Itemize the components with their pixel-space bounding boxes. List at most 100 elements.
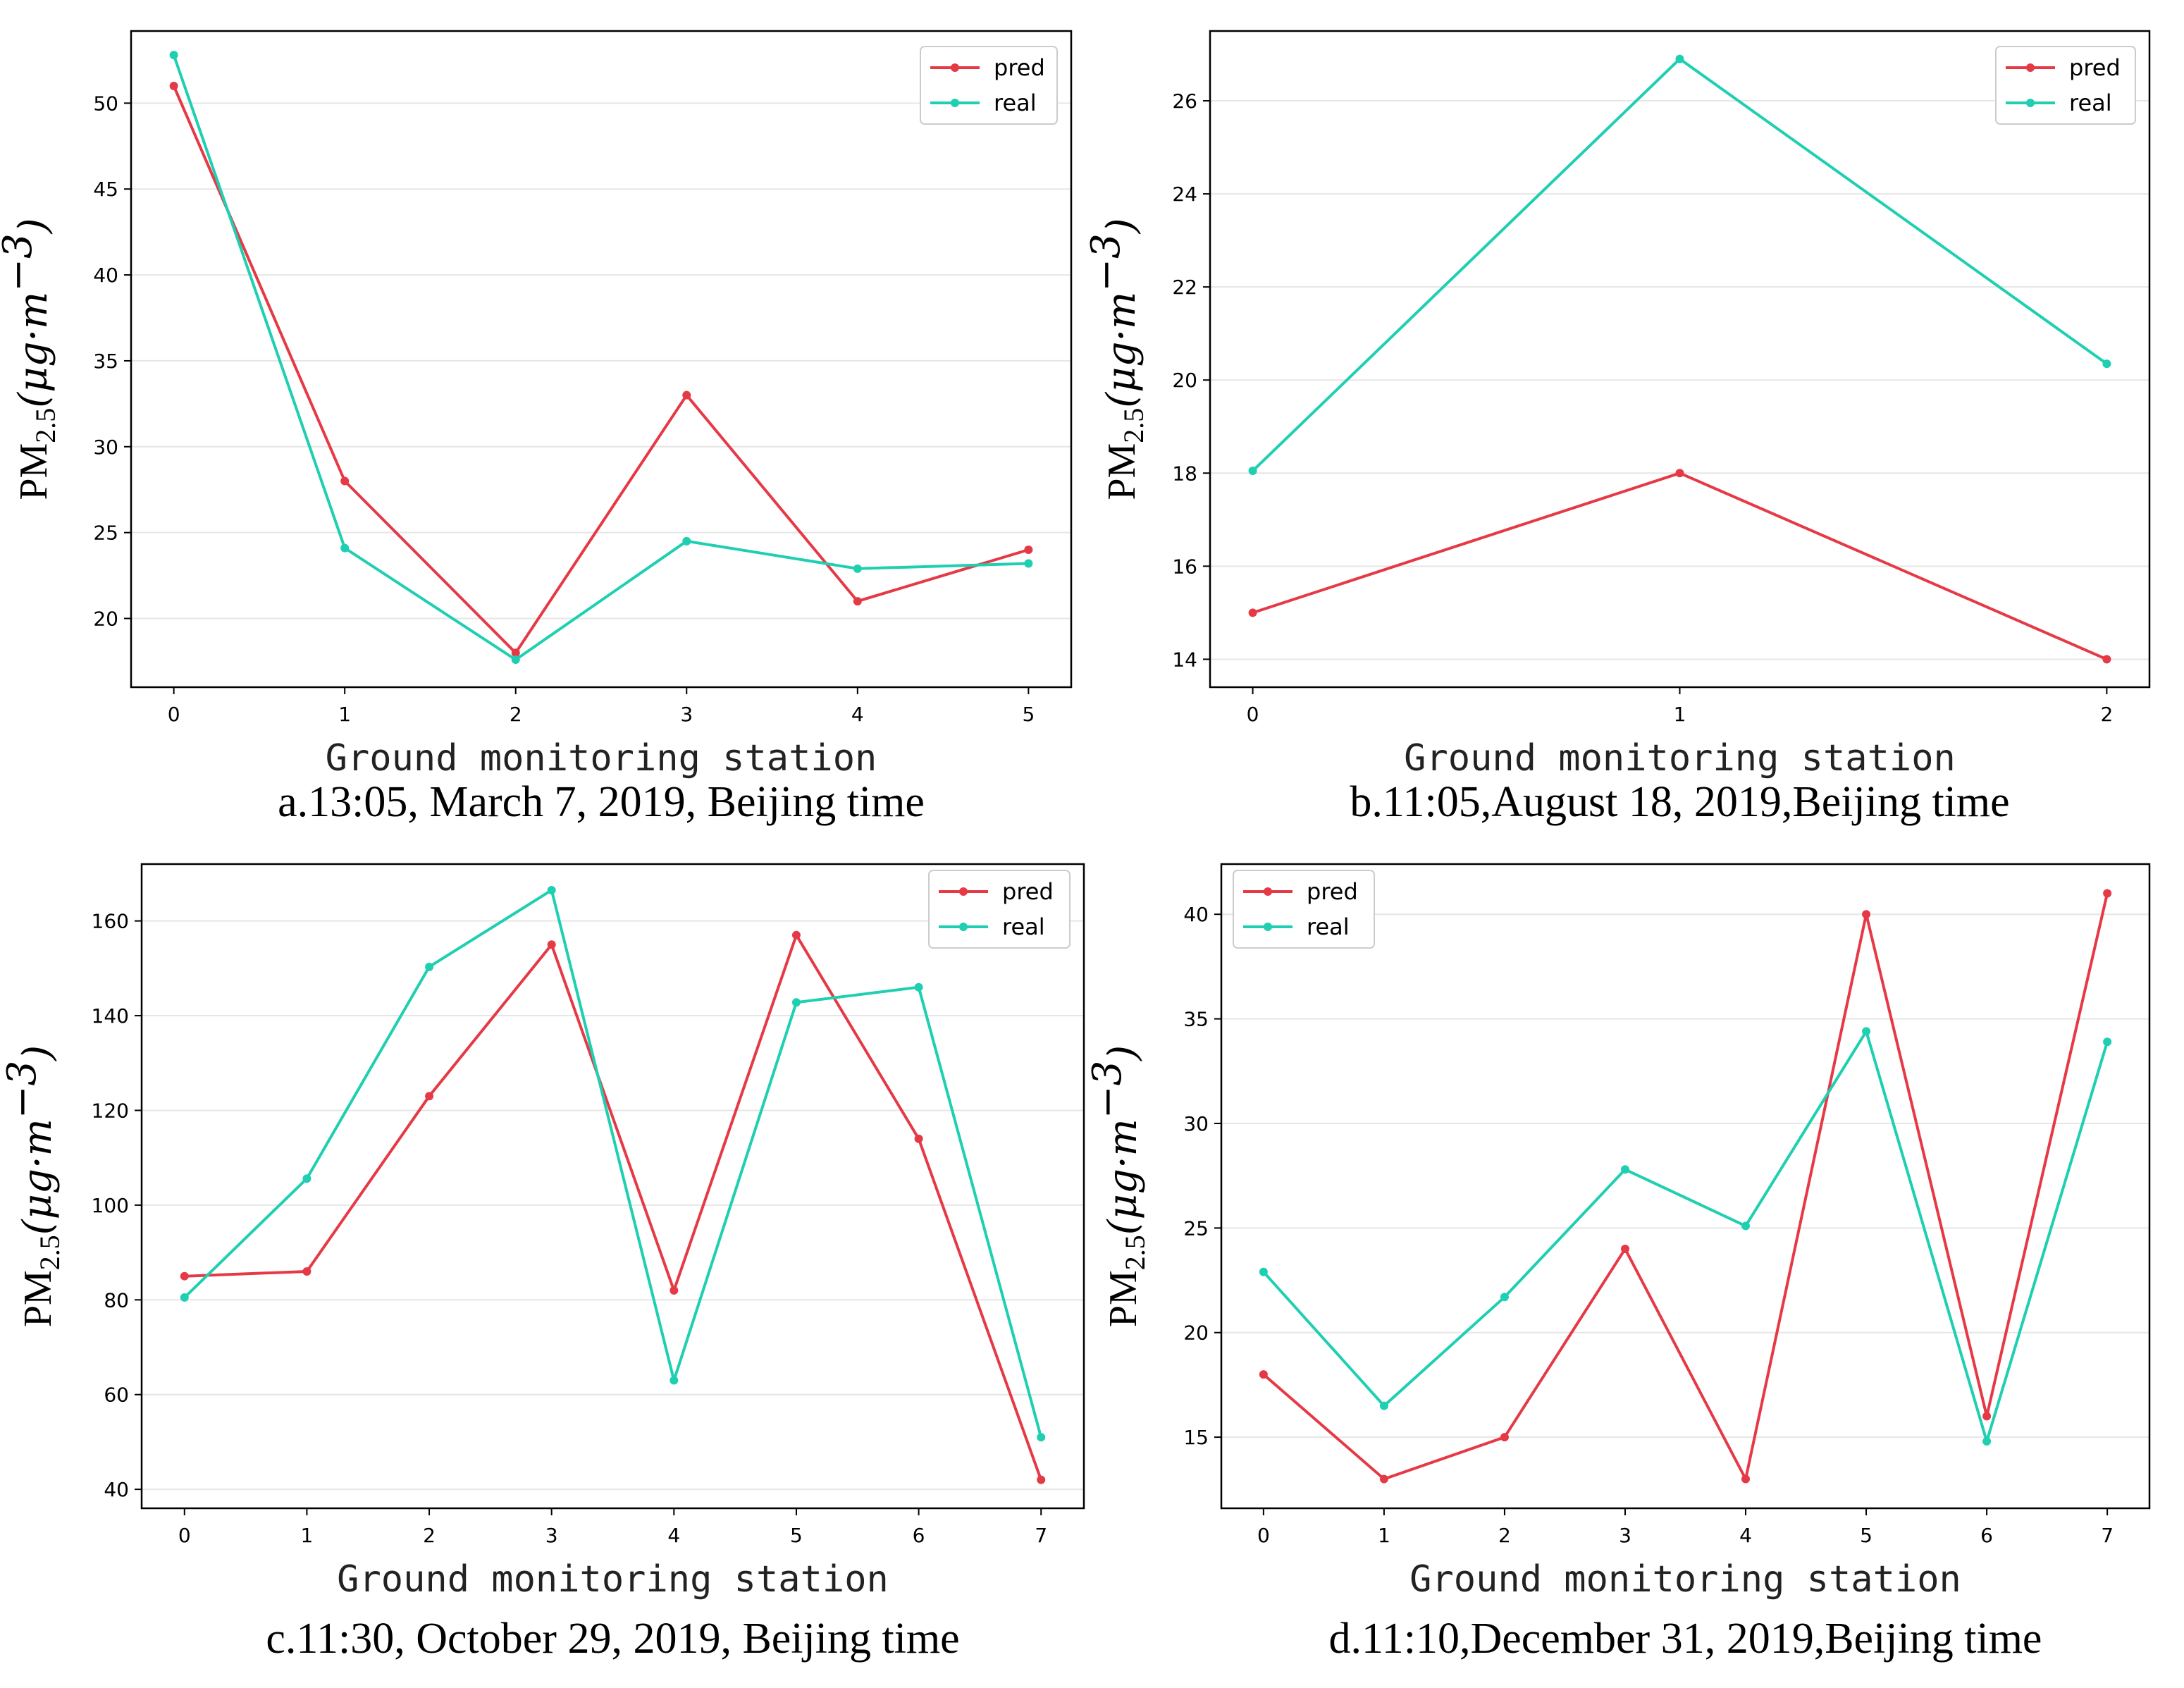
- legend-marker-real: [959, 923, 968, 931]
- y-tick-label: 22: [1172, 276, 1197, 299]
- y-tick-label: 18: [1172, 462, 1197, 485]
- legend-label-pred: pred: [1307, 878, 1358, 905]
- data-point-real: [1259, 1267, 1268, 1276]
- y-tick-label: 15: [1183, 1426, 1209, 1449]
- y-axis-title: PM2.5(μg·m−3): [1083, 218, 1149, 500]
- data-point-pred: [302, 1267, 311, 1276]
- x-tick-label: 2: [510, 703, 522, 726]
- data-point-real: [302, 1174, 311, 1183]
- data-point-pred: [1500, 1433, 1509, 1442]
- axes-frame: [130, 30, 1073, 689]
- chart-panel-c: 40 60 80 100 120 140 160 0 1 2 3 4 5 6 7 pred real Ground…: [0, 863, 1085, 1663]
- data-point-real: [914, 982, 923, 992]
- y-tick-label: 25: [1183, 1216, 1209, 1240]
- data-point-pred: [1037, 1475, 1046, 1484]
- data-point-pred: [670, 1286, 679, 1295]
- chart-caption: a.13:05, March 7, 2019, Beijing time: [278, 778, 925, 826]
- x-tick-label: 2: [2100, 703, 2113, 726]
- data-point-real: [791, 998, 801, 1007]
- x-axis-title: Ground monitoring station: [337, 1558, 889, 1601]
- data-point-real: [180, 1293, 189, 1302]
- series-line-real: [172, 54, 1029, 661]
- data-point-real: [1620, 1165, 1629, 1174]
- data-point-pred: [791, 930, 801, 940]
- chart-caption: c.11:30, October 29, 2019, Beijing time: [266, 1615, 959, 1663]
- data-point-real: [853, 564, 862, 573]
- data-point-pred: [1259, 1370, 1268, 1379]
- data-point-pred: [340, 476, 350, 486]
- y-tick-label: 25: [93, 522, 118, 545]
- y-tick-label: 40: [104, 1478, 129, 1501]
- data-point-real: [169, 51, 178, 60]
- data-point-real: [1248, 466, 1257, 475]
- data-point-pred: [1379, 1474, 1388, 1484]
- x-tick-label: 7: [1035, 1524, 1047, 1547]
- data-point-pred: [1741, 1474, 1751, 1484]
- series-line-real: [183, 889, 1043, 1438]
- x-tick-label: 3: [1619, 1524, 1631, 1547]
- y-tick-label: 16: [1172, 555, 1197, 578]
- series-line-pred: [172, 85, 1029, 655]
- x-tick-label: 3: [545, 1524, 558, 1547]
- y-tick-label: 45: [93, 178, 118, 201]
- data-point-pred: [511, 648, 520, 658]
- chart-panel-b: 14 16 18 20 22 24 26 0 1 2 pred real Ground monitori…: [1083, 30, 2151, 826]
- data-point-real: [1024, 559, 1033, 568]
- legend-label-real: real: [994, 90, 1037, 116]
- y-axis-title: PM2.5(μg·m−3): [1085, 1045, 1151, 1327]
- x-tick-label: 0: [1247, 703, 1259, 726]
- y-axis-title: PM2.5(μg·m−3): [0, 218, 61, 500]
- x-tick-label: 0: [168, 703, 180, 726]
- data-point-real: [2103, 1037, 2112, 1047]
- data-point-real: [340, 543, 350, 553]
- data-point-pred: [425, 1092, 434, 1101]
- y-tick-label: 24: [1172, 183, 1197, 206]
- data-point-pred: [2103, 889, 2112, 898]
- axes-frame: [1209, 30, 2151, 689]
- axes-frame: [1220, 863, 2151, 1510]
- y-tick-label: 14: [1172, 648, 1197, 671]
- data-point-pred: [914, 1134, 923, 1143]
- y-tick-label: 40: [1183, 903, 1209, 926]
- x-tick-label: 2: [423, 1524, 436, 1547]
- y-tick-label: 35: [93, 350, 118, 373]
- x-tick-label: 1: [338, 703, 351, 726]
- data-point-pred: [1982, 1412, 1992, 1421]
- x-tick-label: 6: [1980, 1524, 1993, 1547]
- y-tick-label: 80: [104, 1288, 129, 1312]
- data-point-pred: [180, 1271, 189, 1281]
- y-tick-label: 60: [104, 1384, 129, 1407]
- legend-label-real: real: [2069, 90, 2112, 116]
- legend-label-pred: pred: [2069, 54, 2121, 81]
- y-axis-title: PM2.5(μg·m−3): [0, 1045, 66, 1327]
- data-point-pred: [169, 81, 178, 90]
- y-tick-label: 35: [1183, 1008, 1209, 1031]
- data-point-real: [2102, 359, 2111, 369]
- y-tick-label: 20: [1183, 1322, 1209, 1345]
- data-point-real: [1862, 1027, 1871, 1036]
- legend-label-real: real: [1307, 913, 1350, 940]
- data-point-real: [1037, 1433, 1046, 1442]
- x-axis-title: Ground monitoring station: [1409, 1558, 1961, 1601]
- legend-marker-real: [1264, 923, 1272, 931]
- axes-frame: [140, 863, 1085, 1510]
- data-point-pred: [682, 390, 691, 400]
- data-point-real: [1675, 54, 1684, 63]
- x-tick-label: 1: [1674, 703, 1686, 726]
- legend: pred real: [1995, 46, 2136, 125]
- legend-marker-pred: [951, 63, 959, 72]
- x-axis-title: Ground monitoring station: [326, 737, 877, 780]
- data-point-pred: [2102, 655, 2111, 664]
- plot-area: [131, 31, 1071, 687]
- y-tick-label: 100: [92, 1194, 129, 1217]
- y-tick-label: 26: [1172, 90, 1197, 113]
- data-point-real: [670, 1376, 679, 1385]
- x-tick-label: 4: [667, 1524, 680, 1547]
- y-tick-label: 40: [93, 264, 118, 287]
- series-line-real: [1262, 1030, 2109, 1443]
- chart-caption: b.11:05,August 18, 2019,Beijing time: [1350, 778, 2009, 826]
- legend-marker-pred: [1264, 887, 1272, 896]
- x-tick-label: 4: [851, 703, 864, 726]
